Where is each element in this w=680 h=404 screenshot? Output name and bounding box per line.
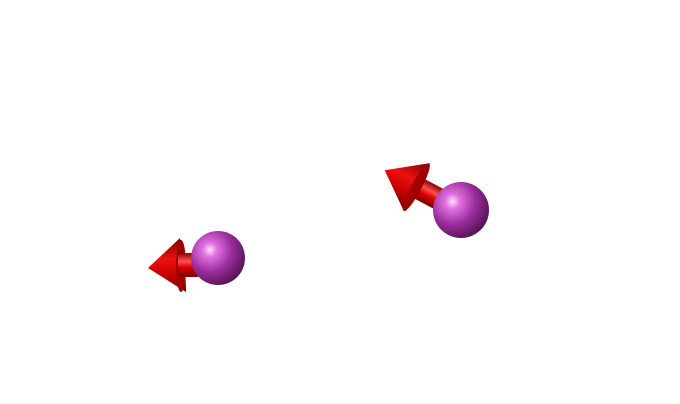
right-atom: [384, 163, 489, 238]
right-sphere: [433, 182, 489, 238]
right-arrow-head-base: [403, 163, 430, 212]
left-atom: [148, 231, 245, 292]
left-arrow-head: [148, 238, 186, 292]
left-sphere: [191, 231, 245, 285]
